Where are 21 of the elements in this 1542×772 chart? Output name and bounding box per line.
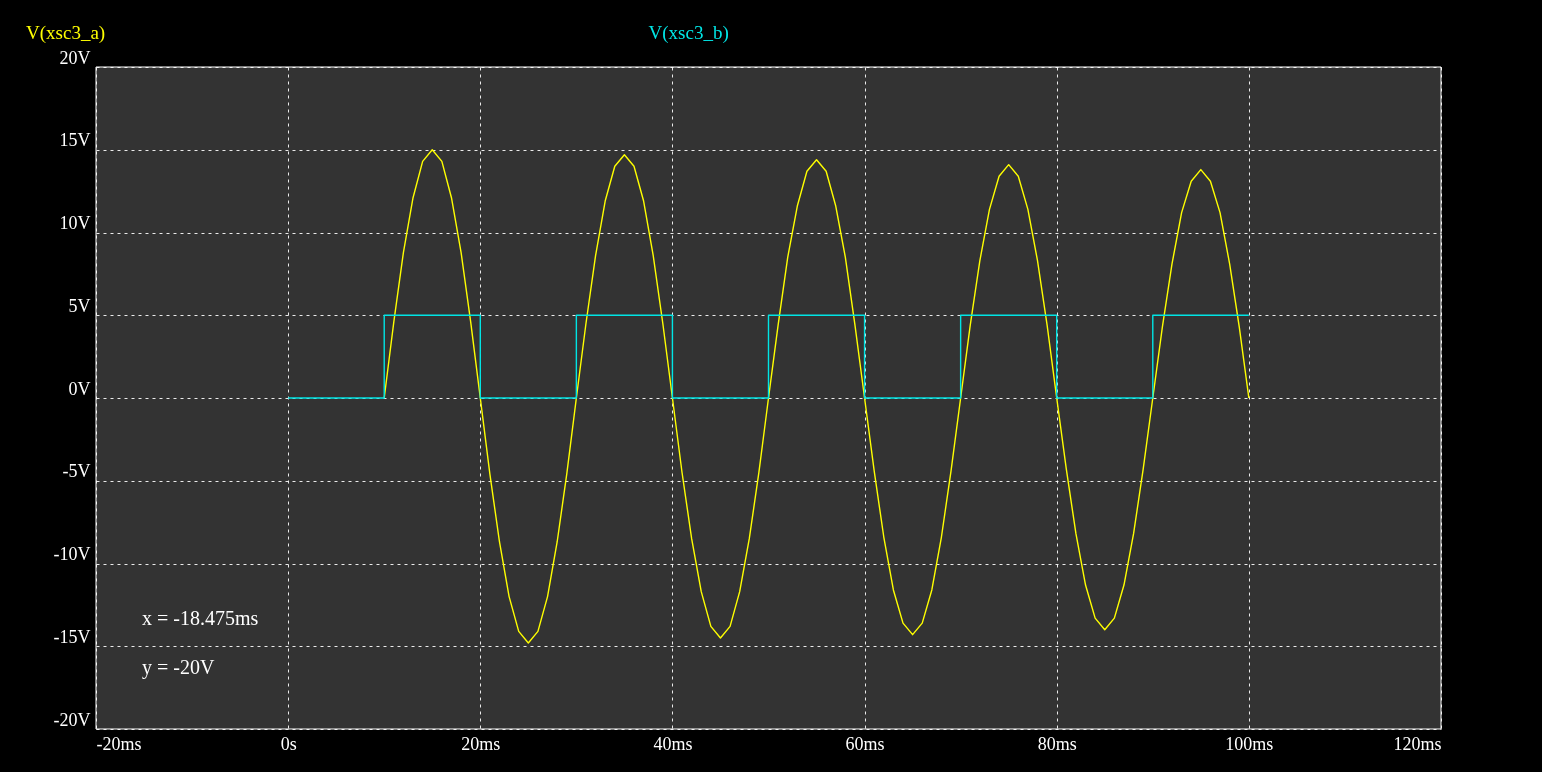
y-tick-label: -10V: [53, 544, 91, 564]
y-tick-label: -20V: [53, 709, 91, 730]
y-tick-label: 0V: [68, 378, 91, 399]
annotation: x = -18.475ms: [142, 607, 259, 629]
text: V(xsc3_b): [648, 22, 729, 44]
x-tick-label: 80ms: [1037, 733, 1077, 754]
x-tick-label: 60ms: [845, 733, 885, 754]
y-tick-label: 20V: [59, 47, 91, 68]
annotation: y = -20V: [142, 656, 215, 679]
x-tick-label: 100ms: [1225, 733, 1274, 754]
x-tick-label: 40ms: [653, 733, 693, 754]
y-tick-label: 5V: [68, 295, 91, 316]
x-tick-label: 0s: [280, 733, 297, 754]
text: V(xsc3_a): [26, 22, 106, 44]
x-tick-label: -20ms: [96, 733, 142, 754]
y-tick-label: -5V: [62, 461, 91, 482]
x-tick-label: 120ms: [1393, 733, 1442, 754]
x-tick-label: 20ms: [461, 733, 501, 754]
y-tick-label: 10V: [59, 213, 91, 233]
y-tick-label: -15V: [53, 626, 91, 647]
y-tick-label: 15V: [59, 130, 91, 151]
